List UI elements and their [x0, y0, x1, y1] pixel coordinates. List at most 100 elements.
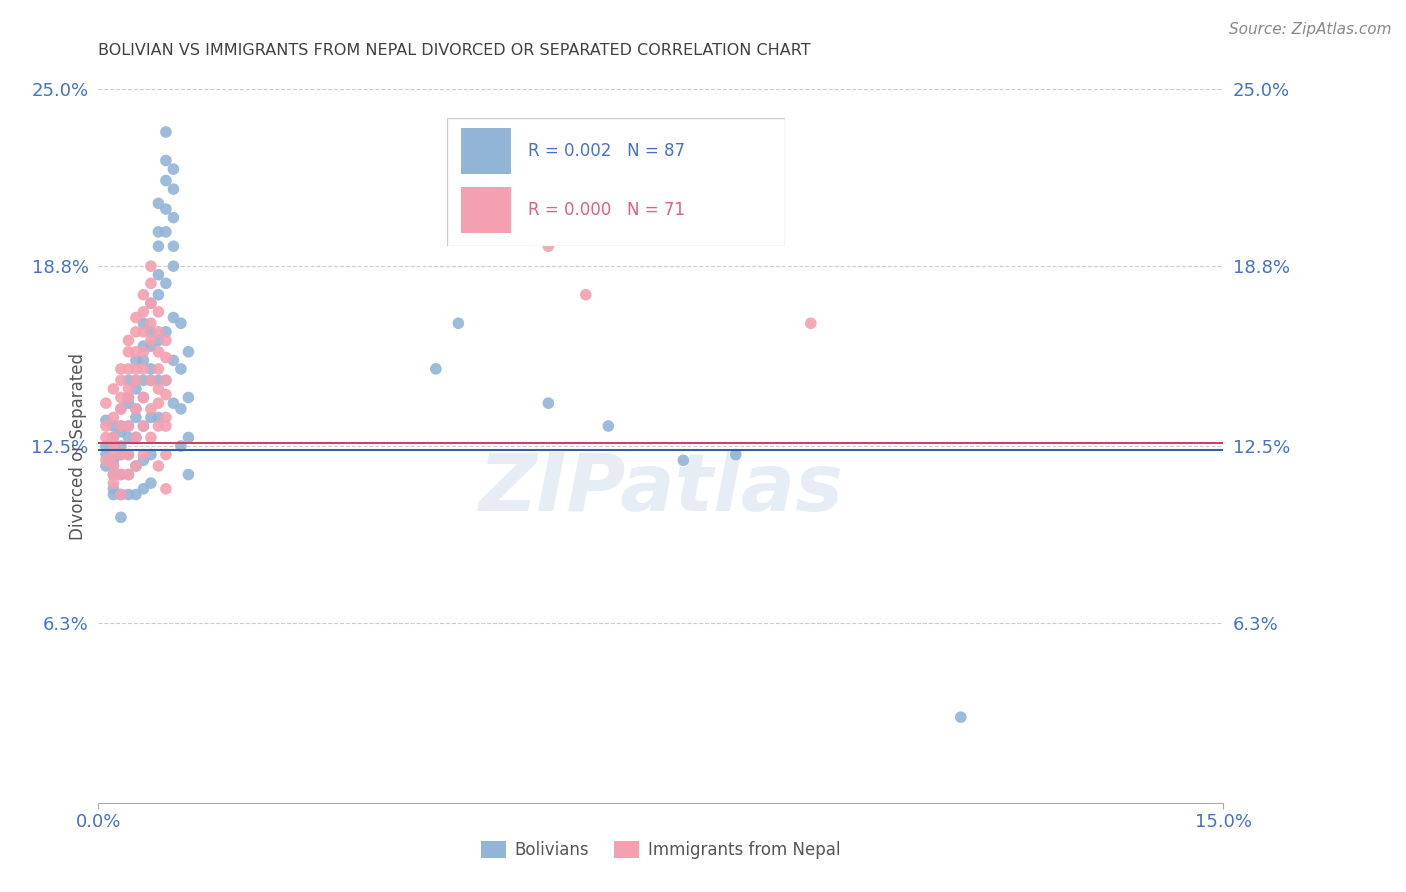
- Point: [117, 344, 139, 359]
- Point: [425, 362, 447, 376]
- Point: [125, 401, 148, 416]
- Point: [117, 467, 139, 482]
- Point: [139, 401, 162, 416]
- Point: [110, 467, 132, 482]
- Point: [94, 458, 117, 473]
- Point: [110, 425, 132, 439]
- Point: [148, 196, 170, 211]
- Point: [94, 396, 117, 410]
- Point: [125, 362, 148, 376]
- Point: [537, 396, 560, 410]
- Point: [155, 482, 177, 496]
- Point: [162, 310, 184, 325]
- Point: [117, 391, 139, 405]
- Point: [110, 419, 132, 434]
- Point: [139, 339, 162, 353]
- Point: [117, 419, 139, 434]
- Point: [110, 448, 132, 462]
- Point: [139, 296, 162, 310]
- Point: [110, 510, 132, 524]
- Point: [132, 362, 155, 376]
- Point: [117, 487, 139, 501]
- Point: [103, 430, 125, 444]
- Point: [132, 353, 155, 368]
- Point: [110, 448, 132, 462]
- Point: [125, 410, 148, 425]
- Point: [117, 430, 139, 444]
- Point: [148, 334, 170, 348]
- Point: [139, 259, 162, 273]
- Point: [103, 467, 125, 482]
- Point: [132, 373, 155, 387]
- Point: [125, 344, 148, 359]
- Legend: Bolivians, Immigrants from Nepal: Bolivians, Immigrants from Nepal: [475, 834, 846, 866]
- Point: [125, 373, 148, 387]
- Point: [598, 419, 620, 434]
- Point: [148, 287, 170, 301]
- Point: [103, 439, 125, 453]
- Point: [177, 467, 200, 482]
- Text: Source: ZipAtlas.com: Source: ZipAtlas.com: [1229, 22, 1392, 37]
- Point: [148, 305, 170, 319]
- Point: [125, 458, 148, 473]
- Point: [155, 448, 177, 462]
- Point: [447, 316, 470, 330]
- Point: [103, 410, 125, 425]
- Point: [132, 316, 155, 330]
- Point: [139, 362, 162, 376]
- Point: [162, 239, 184, 253]
- Point: [139, 410, 162, 425]
- Point: [117, 382, 139, 396]
- Point: [800, 316, 823, 330]
- Point: [537, 239, 560, 253]
- Point: [94, 439, 117, 453]
- Point: [132, 448, 155, 462]
- Point: [162, 182, 184, 196]
- Point: [103, 476, 125, 491]
- Point: [162, 396, 184, 410]
- Point: [110, 419, 132, 434]
- Point: [125, 487, 148, 501]
- Point: [148, 362, 170, 376]
- Point: [132, 419, 155, 434]
- Point: [110, 487, 132, 501]
- Point: [139, 373, 162, 387]
- Point: [170, 439, 193, 453]
- Point: [139, 430, 162, 444]
- Point: [155, 373, 177, 387]
- Point: [125, 401, 148, 416]
- Point: [125, 310, 148, 325]
- Point: [724, 448, 747, 462]
- Point: [103, 439, 125, 453]
- Y-axis label: Divorced or Separated: Divorced or Separated: [69, 352, 87, 540]
- Point: [672, 453, 695, 467]
- Point: [139, 316, 162, 330]
- Point: [177, 344, 200, 359]
- Point: [117, 362, 139, 376]
- Point: [117, 419, 139, 434]
- Point: [110, 401, 132, 416]
- Point: [132, 419, 155, 434]
- Point: [125, 430, 148, 444]
- Point: [94, 419, 117, 434]
- Point: [125, 325, 148, 339]
- Point: [110, 362, 132, 376]
- Point: [110, 391, 132, 405]
- Point: [148, 268, 170, 282]
- Point: [155, 202, 177, 216]
- Point: [132, 325, 155, 339]
- Point: [162, 211, 184, 225]
- Point: [177, 391, 200, 405]
- Point: [155, 325, 177, 339]
- Point: [103, 467, 125, 482]
- Point: [110, 487, 132, 501]
- Point: [103, 487, 125, 501]
- Point: [155, 334, 177, 348]
- Point: [148, 382, 170, 396]
- Point: [139, 476, 162, 491]
- Point: [125, 353, 148, 368]
- Point: [148, 410, 170, 425]
- Point: [155, 373, 177, 387]
- Point: [575, 287, 598, 301]
- Point: [125, 373, 148, 387]
